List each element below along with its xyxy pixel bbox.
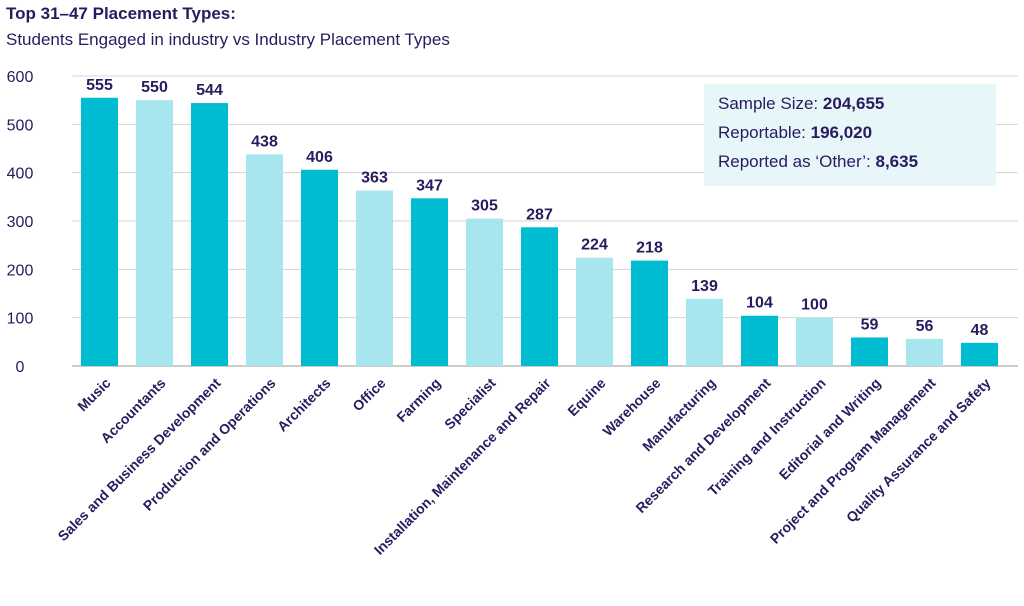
chart-subtitle: Students Engaged in industry vs Industry…: [6, 30, 450, 49]
bar: [521, 227, 558, 366]
x-tick-label: Specialist: [441, 375, 499, 433]
bar: [411, 198, 448, 366]
reportable-line: Reportable: 196,020: [718, 123, 872, 143]
bar: [796, 317, 833, 366]
x-tick-label: Music: [74, 375, 114, 415]
y-tick-label: 400: [7, 166, 34, 183]
data-label: 544: [196, 82, 223, 99]
data-label: 550: [141, 79, 168, 96]
bar: [356, 190, 393, 366]
x-tick-label: Equine: [564, 375, 608, 419]
bar: [81, 97, 118, 366]
y-tick-label: 500: [7, 117, 34, 134]
bar: [686, 298, 723, 366]
data-label: 406: [306, 149, 333, 166]
other-label: Reported as ‘Other’:: [718, 152, 871, 171]
bar: [576, 257, 613, 366]
y-tick-label: 600: [7, 69, 34, 86]
x-tick-label: Editorial and Writing: [776, 375, 884, 483]
x-tick-label: Farming: [393, 375, 443, 425]
data-label: 305: [471, 198, 498, 215]
bar: [301, 169, 338, 366]
data-label: 100: [801, 297, 828, 314]
data-label: 56: [916, 318, 934, 335]
sample-size-line: Sample Size: 204,655: [718, 94, 884, 114]
sample-info-box: Sample Size: 204,655 Reportable: 196,020…: [704, 84, 996, 186]
chart-title: Top 31–47 Placement Types:: [6, 4, 236, 23]
data-label: 59: [861, 316, 879, 333]
x-tick-label: Architects: [274, 375, 334, 435]
bar: [961, 342, 998, 366]
bar: [851, 337, 888, 366]
other-line: Reported as ‘Other’: 8,635: [718, 152, 918, 172]
data-label: 218: [636, 240, 663, 257]
bar: [246, 154, 283, 366]
data-label: 139: [691, 278, 718, 295]
bar: [466, 218, 503, 366]
bar: [741, 315, 778, 366]
y-tick-label: 200: [7, 262, 34, 279]
bar: [906, 338, 943, 366]
reportable-value: 196,020: [810, 123, 873, 142]
sample-size-value: 204,655: [822, 94, 885, 113]
bar: [631, 260, 668, 366]
data-label: 48: [971, 322, 989, 339]
other-value: 8,635: [875, 152, 919, 171]
data-label: 438: [251, 133, 278, 150]
y-tick-label: 300: [7, 214, 34, 231]
sample-size-label: Sample Size:: [718, 94, 819, 113]
bar: [136, 100, 173, 367]
reportable-label: Reportable:: [718, 123, 806, 142]
data-label: 104: [746, 295, 773, 312]
data-label: 555: [86, 77, 113, 94]
y-tick-label: 100: [7, 311, 34, 328]
data-label: 287: [526, 206, 553, 223]
bar: [191, 103, 228, 367]
data-label: 224: [581, 237, 608, 254]
x-tick-label: Office: [349, 375, 389, 415]
data-label: 347: [416, 177, 443, 194]
y-tick-label: 0: [16, 359, 25, 376]
data-label: 363: [361, 170, 388, 187]
